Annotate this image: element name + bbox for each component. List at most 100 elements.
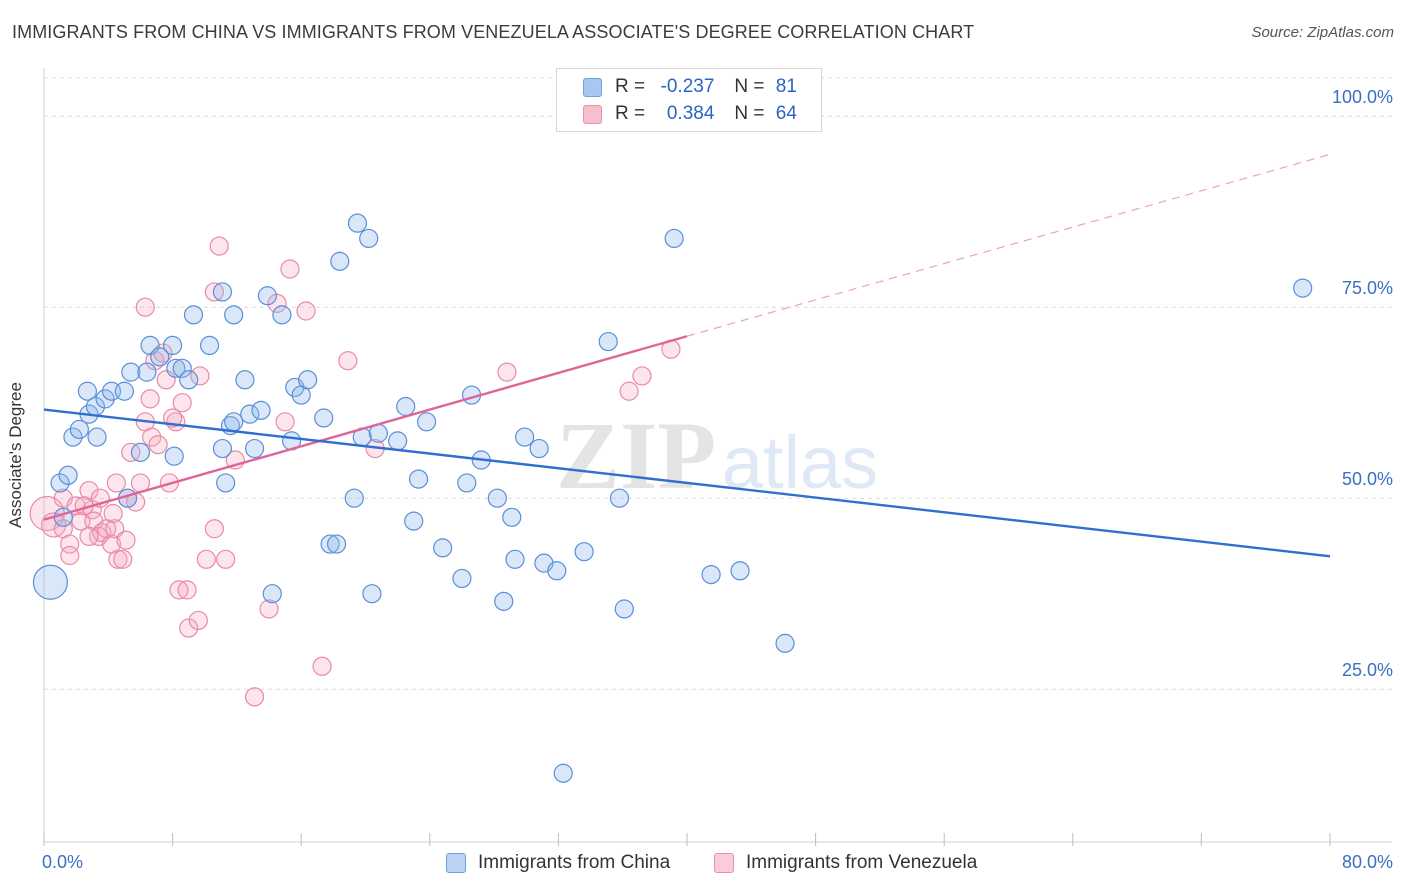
china-point: [457, 473, 477, 493]
china-trend-line: [43, 408, 1331, 558]
china-point: [244, 438, 265, 459]
china-point: [224, 305, 244, 325]
china-point: [121, 362, 141, 382]
venezuela-point: [216, 549, 236, 569]
china-point: [87, 427, 107, 447]
bottom-legend-label-china: Immigrants from China: [478, 852, 671, 873]
venezuela-point: [148, 435, 168, 455]
china-point: [487, 488, 507, 508]
venezuela-trend-line: [43, 335, 688, 521]
venezuela-point: [190, 366, 210, 386]
venezuela-point: [497, 362, 517, 382]
china-points: [32, 213, 1313, 783]
correlation-legend: R = -0.237 N = 81 R = 0.384 N = 64: [556, 68, 822, 132]
china-point: [408, 469, 429, 489]
china-point: [574, 542, 594, 562]
legend-row-china: R = -0.237 N = 81: [583, 74, 797, 100]
venezuela-point: [619, 381, 639, 401]
venezuela-point: [142, 427, 162, 447]
venezuela-point: [79, 526, 99, 547]
trend-lines: [43, 153, 1331, 558]
bottom-legend-venezuela: Immigrants from Venezuela: [714, 852, 977, 874]
china-point: [199, 335, 220, 355]
china-point: [183, 305, 204, 325]
legend-swatch-china: [583, 77, 602, 97]
china-point: [664, 228, 684, 249]
legend-n-label: N =: [734, 76, 765, 97]
china-point: [63, 427, 83, 447]
china-point: [262, 584, 282, 604]
bottom-legend-label-venezuela: Immigrants from Venezuela: [746, 852, 978, 873]
china-point: [77, 381, 98, 401]
venezuela-point: [108, 549, 128, 569]
y-tick-label: 50.0%: [1341, 469, 1393, 489]
china-point: [32, 564, 69, 600]
legend-n-value: 81: [775, 76, 797, 97]
china-point: [359, 228, 379, 249]
axes: [43, 68, 1392, 846]
chart-source: Source: ZipAtlas.com: [1251, 24, 1394, 41]
china-point: [216, 473, 236, 493]
china-point: [452, 568, 472, 589]
venezuela-point: [106, 473, 126, 493]
china-point: [609, 488, 630, 508]
china-point: [347, 213, 368, 233]
legend-swatch-venezuela: [583, 104, 602, 124]
china-point: [505, 549, 525, 569]
china-point: [515, 427, 535, 447]
chart-title: IMMIGRANTS FROM CHINA VS IMMIGRANTS FROM…: [12, 22, 975, 42]
venezuela-point: [60, 534, 80, 554]
venezuela-point: [267, 293, 287, 313]
china-point: [362, 584, 382, 604]
china-point: [701, 564, 721, 585]
venezuela-point: [116, 530, 136, 550]
china-point: [130, 442, 151, 462]
china-point: [137, 362, 157, 382]
china-point: [396, 396, 416, 417]
bottom-legend-swatch-china: [446, 853, 466, 873]
china-point: [240, 404, 260, 424]
venezuela-point: [169, 580, 189, 600]
china-point: [388, 431, 408, 451]
venezuela-point: [179, 618, 199, 638]
venezuela-point: [204, 519, 224, 539]
venezuela-point: [140, 389, 160, 409]
y-tick-label: 25.0%: [1341, 660, 1393, 680]
legend-r-label: R =: [615, 76, 646, 97]
china-point: [163, 335, 183, 355]
venezuela-point: [121, 442, 141, 462]
bottom-legend-china: Immigrants from China: [446, 852, 670, 874]
venezuela-point: [280, 259, 300, 279]
china-point: [320, 534, 340, 554]
venezuela-point: [60, 545, 80, 566]
watermark-zip: ZIP: [556, 402, 716, 509]
china-point: [416, 412, 437, 432]
legend-n-label: N =: [734, 103, 765, 124]
watermark-atlas: atlas: [722, 421, 878, 504]
china-point: [179, 370, 199, 390]
china-point: [212, 282, 233, 302]
legend-r-value: -0.237: [660, 76, 715, 97]
venezuela-point: [196, 549, 216, 569]
china-point: [164, 446, 184, 466]
china-point: [257, 286, 278, 306]
china-point: [614, 599, 634, 619]
venezuela-point: [172, 393, 192, 413]
china-point: [314, 408, 334, 428]
venezuela-point: [632, 366, 652, 386]
china-point: [272, 305, 292, 325]
china-point: [298, 370, 318, 390]
china-point: [326, 534, 347, 554]
china-point: [730, 561, 750, 581]
venezuela-point: [275, 412, 295, 432]
venezuela-point: [188, 610, 208, 631]
china-point: [58, 465, 78, 485]
venezuela-point: [259, 599, 279, 619]
china-point: [553, 763, 573, 783]
china-point: [50, 473, 70, 493]
china-point: [53, 507, 73, 527]
legend-n-value: 64: [775, 103, 797, 124]
china-point: [235, 370, 255, 390]
y-tick-label: 100.0%: [1331, 87, 1393, 107]
